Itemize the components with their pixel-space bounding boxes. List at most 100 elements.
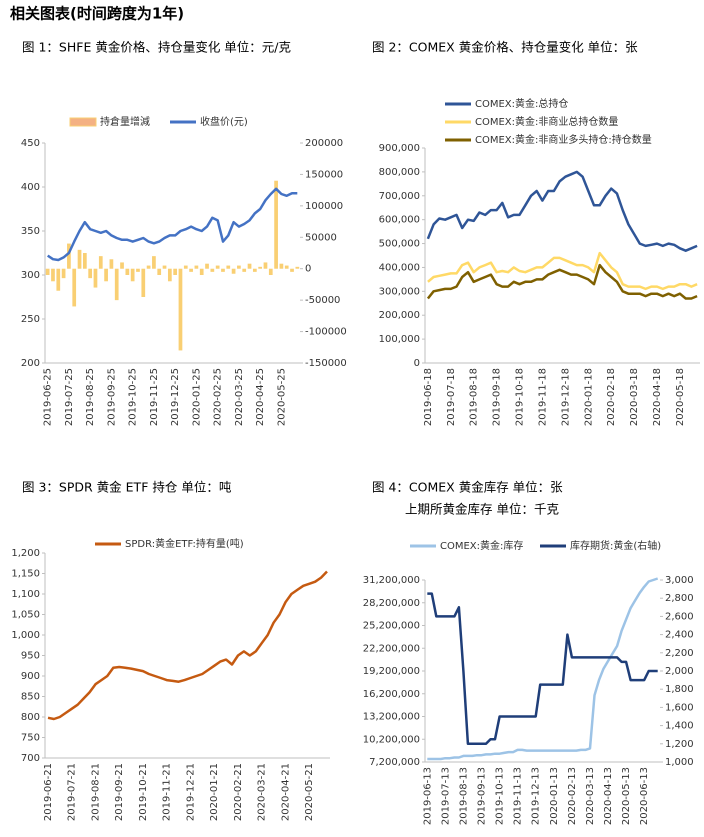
bar bbox=[194, 265, 199, 269]
x-tick-label: 2019-06-13 bbox=[422, 767, 433, 825]
line-series bbox=[427, 592, 658, 746]
legend-label: COMEX:黄金:总持仓 bbox=[475, 97, 568, 110]
bar bbox=[56, 268, 61, 291]
y2-tick-label: 1,400 bbox=[665, 721, 694, 732]
bar bbox=[295, 266, 300, 269]
y-tick-label: 1,050 bbox=[11, 610, 40, 621]
bar bbox=[199, 268, 204, 275]
y-tick-label: 400 bbox=[21, 182, 40, 193]
bar bbox=[93, 268, 98, 288]
y2-tick-label: 0 bbox=[305, 264, 311, 275]
y-tick-label: 500,000 bbox=[379, 239, 420, 250]
bar bbox=[284, 265, 289, 269]
y2-tick-label: 50000 bbox=[305, 232, 337, 243]
legend-label: 收盘价(元) bbox=[200, 115, 248, 128]
bar bbox=[263, 262, 268, 269]
x-tick-label: 2019-10-13 bbox=[495, 767, 506, 825]
y-tick-label: 900 bbox=[21, 671, 40, 682]
x-tick-label: 2020-02-25 bbox=[213, 368, 224, 426]
x-tick-label: 2020-05-13 bbox=[621, 767, 632, 825]
y2-tick-label: 1,800 bbox=[665, 684, 694, 695]
y-tick-label: 950 bbox=[21, 651, 40, 662]
bar bbox=[205, 263, 209, 269]
bar bbox=[157, 268, 162, 275]
y2-tick-label: 2,800 bbox=[665, 593, 694, 604]
legend-label: COMEX:黄金:非商业总持仓数量 bbox=[475, 115, 618, 128]
y-tick-label: 10,200,000 bbox=[363, 734, 420, 745]
line-series bbox=[426, 263, 698, 300]
chart-title: 图 1：SHFE 黄金价格、持仓量变化 单位：元/克 bbox=[22, 40, 291, 55]
bar bbox=[77, 249, 82, 269]
x-tick-label: 2020-01-18 bbox=[583, 368, 594, 426]
page-header: 相关图表(时间跨度为1年) bbox=[10, 5, 184, 23]
y2-tick-label: 1,600 bbox=[665, 702, 694, 713]
x-tick-label: 2019-11-18 bbox=[537, 368, 548, 426]
x-tick-label: 2019-11-25 bbox=[149, 368, 160, 426]
line-series bbox=[427, 577, 659, 761]
y-tick-label: 1,200 bbox=[11, 548, 40, 559]
bar bbox=[88, 268, 93, 279]
line-series bbox=[427, 251, 698, 291]
bar bbox=[125, 268, 130, 275]
x-tick-label: 2019-07-21 bbox=[67, 763, 78, 821]
line-series bbox=[46, 187, 298, 262]
chart-title: 图 3：SPDR 黄金 ETF 持仓 单位：吨 bbox=[22, 480, 232, 495]
y-tick-label: 100,000 bbox=[379, 334, 420, 345]
bar bbox=[231, 268, 236, 274]
y-tick-label: 300 bbox=[21, 270, 40, 281]
x-tick-label: 2019-07-18 bbox=[446, 368, 457, 426]
y2-tick-label: 1,200 bbox=[665, 739, 694, 750]
y-tick-label: 22,200,000 bbox=[363, 643, 420, 654]
x-tick-label: 2020-03-25 bbox=[234, 368, 245, 426]
bar bbox=[67, 243, 71, 269]
bar bbox=[173, 268, 178, 275]
x-tick-label: 2019-10-25 bbox=[128, 368, 139, 426]
y-tick-label: 31,200,000 bbox=[363, 575, 420, 586]
legend-label: COMEX:黄金:非商业多头持仓:持仓数量 bbox=[475, 133, 652, 146]
legend-label: SPDR:黄金ETF:持有量(吨) bbox=[125, 537, 244, 550]
x-tick-label: 2019-09-21 bbox=[114, 763, 125, 821]
y2-tick-label: 3,000 bbox=[665, 575, 694, 586]
y-tick-label: 400,000 bbox=[379, 262, 420, 273]
y-tick-label: 1,150 bbox=[11, 569, 40, 580]
x-tick-label: 2020-04-21 bbox=[280, 763, 291, 821]
bar bbox=[120, 262, 124, 269]
bar bbox=[258, 266, 263, 269]
y2-tick-label: 2,200 bbox=[665, 648, 694, 659]
y-tick-label: 0 bbox=[414, 358, 420, 369]
y2-tick-label: 2,000 bbox=[665, 666, 694, 677]
x-tick-label: 2020-03-21 bbox=[257, 763, 268, 821]
bar bbox=[61, 268, 66, 279]
bar bbox=[45, 268, 50, 275]
x-tick-label: 2019-08-21 bbox=[90, 763, 101, 821]
bar bbox=[247, 263, 252, 269]
bar bbox=[226, 265, 231, 269]
x-tick-label: 2019-12-25 bbox=[170, 368, 181, 426]
x-tick-label: 2019-08-25 bbox=[85, 368, 96, 426]
bar bbox=[152, 256, 156, 269]
bar bbox=[167, 268, 172, 282]
x-tick-label: 2019-09-18 bbox=[492, 368, 503, 426]
x-tick-label: 2019-09-25 bbox=[106, 368, 117, 426]
y2-tick-label: -100000 bbox=[305, 327, 347, 338]
x-tick-label: 2019-12-18 bbox=[560, 368, 571, 426]
y-tick-label: 350 bbox=[21, 226, 40, 237]
x-tick-label: 2020-05-18 bbox=[675, 368, 686, 426]
x-tick-label: 2020-01-13 bbox=[549, 767, 560, 825]
y2-tick-label: 150000 bbox=[305, 169, 343, 180]
x-tick-label: 2020-04-13 bbox=[603, 767, 614, 825]
x-tick-label: 2019-08-18 bbox=[469, 368, 480, 426]
x-tick-label: 2020-05-21 bbox=[304, 763, 315, 821]
bar bbox=[82, 253, 87, 269]
y-tick-label: 1,100 bbox=[11, 589, 40, 600]
x-tick-label: 2019-08-13 bbox=[458, 767, 469, 825]
line-series bbox=[47, 570, 328, 721]
x-tick-label: 2019-12-21 bbox=[185, 763, 196, 821]
bar bbox=[104, 268, 108, 282]
y-tick-label: 800 bbox=[21, 712, 40, 723]
bar bbox=[274, 180, 278, 269]
bar bbox=[268, 268, 273, 275]
x-tick-label: 2019-06-25 bbox=[43, 368, 54, 426]
bar bbox=[51, 268, 55, 282]
bar bbox=[237, 265, 241, 269]
